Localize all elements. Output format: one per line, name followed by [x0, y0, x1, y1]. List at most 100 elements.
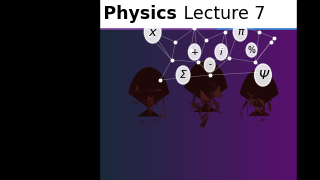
Polygon shape	[149, 96, 154, 105]
Polygon shape	[250, 98, 257, 106]
Polygon shape	[184, 60, 228, 112]
Text: Statistical Physics: Statistical Physics	[0, 5, 177, 23]
Polygon shape	[148, 100, 151, 107]
Circle shape	[144, 21, 161, 43]
Bar	[263, 30, 268, 180]
Polygon shape	[162, 97, 164, 105]
Bar	[253, 30, 258, 180]
Text: i: i	[220, 48, 222, 57]
Bar	[228, 30, 234, 180]
Bar	[292, 30, 298, 180]
Polygon shape	[247, 106, 248, 115]
Polygon shape	[209, 84, 218, 97]
Polygon shape	[148, 102, 150, 107]
Polygon shape	[199, 97, 210, 107]
Bar	[282, 30, 288, 180]
Polygon shape	[253, 101, 262, 108]
Polygon shape	[262, 101, 263, 103]
Bar	[124, 30, 130, 180]
Bar	[114, 30, 120, 180]
Polygon shape	[210, 94, 211, 107]
Polygon shape	[209, 86, 220, 98]
Polygon shape	[260, 119, 265, 121]
Polygon shape	[150, 100, 152, 101]
Bar	[258, 30, 263, 180]
Bar	[134, 30, 140, 180]
Polygon shape	[200, 110, 203, 120]
Polygon shape	[253, 100, 262, 114]
Polygon shape	[148, 109, 153, 114]
Polygon shape	[254, 109, 258, 114]
Bar	[173, 30, 179, 180]
Bar	[218, 30, 224, 180]
Polygon shape	[192, 98, 194, 111]
Polygon shape	[218, 110, 223, 113]
Polygon shape	[190, 103, 201, 109]
Text: Σ: Σ	[180, 70, 187, 80]
Bar	[233, 30, 239, 180]
Polygon shape	[241, 100, 248, 110]
Polygon shape	[267, 106, 269, 110]
Text: Ψ: Ψ	[258, 69, 268, 82]
Polygon shape	[152, 101, 158, 105]
Bar	[154, 30, 159, 180]
Polygon shape	[246, 92, 253, 97]
Polygon shape	[212, 111, 216, 112]
Polygon shape	[196, 105, 201, 116]
Polygon shape	[259, 112, 263, 113]
Bar	[119, 30, 125, 180]
Bar	[188, 30, 194, 180]
Bar	[248, 30, 253, 180]
Bar	[277, 30, 283, 180]
Polygon shape	[261, 111, 264, 114]
Bar	[223, 30, 229, 180]
Circle shape	[204, 58, 215, 72]
Bar	[203, 30, 209, 180]
Bar	[144, 30, 150, 180]
Polygon shape	[240, 69, 279, 116]
Polygon shape	[210, 82, 216, 89]
Polygon shape	[153, 118, 156, 122]
Polygon shape	[147, 97, 149, 102]
Bar	[149, 30, 155, 180]
Bar	[297, 0, 320, 180]
Text: %: %	[248, 46, 255, 55]
Bar	[179, 30, 184, 180]
Polygon shape	[262, 107, 266, 113]
Circle shape	[188, 44, 201, 60]
Bar	[272, 30, 278, 180]
Text: π: π	[237, 27, 243, 37]
Text: +: +	[190, 48, 198, 57]
Bar	[76, 0, 100, 180]
Bar	[243, 30, 249, 180]
Polygon shape	[147, 96, 149, 106]
Polygon shape	[199, 116, 209, 128]
Polygon shape	[202, 91, 211, 104]
Polygon shape	[241, 111, 242, 119]
Polygon shape	[268, 100, 271, 112]
Circle shape	[233, 23, 247, 41]
Polygon shape	[141, 97, 150, 104]
Polygon shape	[263, 113, 270, 116]
Bar	[238, 30, 244, 180]
Bar	[164, 30, 169, 180]
Polygon shape	[148, 89, 154, 93]
Polygon shape	[150, 100, 153, 107]
Polygon shape	[132, 101, 139, 104]
Polygon shape	[214, 106, 218, 111]
Bar	[193, 30, 199, 180]
Text: x: x	[149, 26, 156, 39]
Polygon shape	[159, 114, 162, 120]
Polygon shape	[212, 90, 222, 97]
Polygon shape	[132, 85, 139, 95]
Polygon shape	[141, 120, 146, 127]
Bar	[139, 30, 145, 180]
Bar	[129, 30, 135, 180]
Circle shape	[255, 64, 271, 86]
Polygon shape	[164, 106, 166, 118]
Bar	[109, 30, 115, 180]
Polygon shape	[136, 85, 139, 93]
Circle shape	[176, 66, 190, 84]
Text: Lecture 7: Lecture 7	[178, 5, 265, 23]
Bar	[208, 30, 214, 180]
